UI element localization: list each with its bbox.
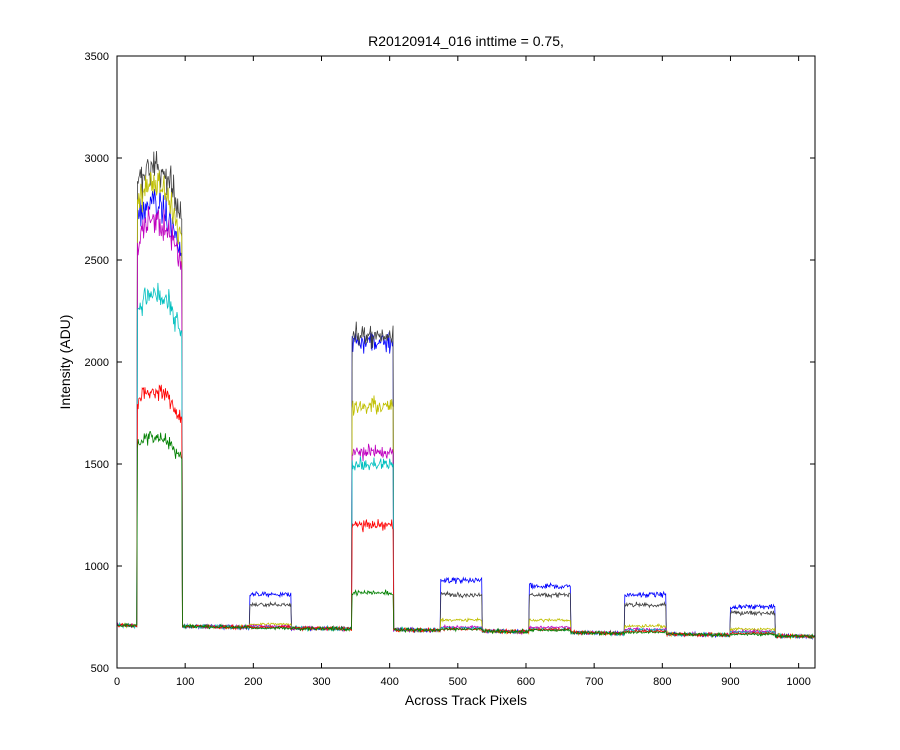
chart-title: R20120914_016 inttime = 0.75, [368, 33, 564, 49]
x-tick-label: 600 [517, 676, 535, 688]
x-tick-label: 100 [176, 676, 194, 688]
x-tick-label: 300 [312, 676, 330, 688]
series-line-1 [117, 187, 815, 640]
x-tick-label: 700 [585, 676, 603, 688]
x-tick-label: 200 [244, 676, 262, 688]
x-tick-label: 800 [653, 676, 671, 688]
y-tick-label: 3500 [85, 51, 109, 63]
y-tick-label: 2500 [85, 255, 109, 267]
x-tick-label: 1000 [786, 676, 810, 688]
series-line-4 [117, 205, 815, 639]
y-axis-label: Intensity (ADU) [57, 315, 73, 410]
y-tick-label: 1000 [85, 561, 109, 573]
y-tick-label: 1500 [85, 459, 109, 471]
y-tick-label: 500 [91, 663, 109, 675]
series-line-2 [117, 151, 815, 640]
series-line-3 [117, 170, 815, 640]
series-line-5 [117, 282, 815, 639]
plot-frame [116, 55, 816, 669]
y-tick-label: 3000 [85, 153, 109, 165]
series-line-6 [117, 384, 815, 639]
x-tick-label: 400 [380, 676, 398, 688]
x-tick-label: 500 [449, 676, 467, 688]
y-tick-label: 2000 [85, 357, 109, 369]
x-axis-label: Across Track Pixels [405, 692, 527, 708]
series-line-7 [117, 430, 815, 640]
x-tick-label: 0 [114, 676, 120, 688]
x-tick-label: 900 [721, 676, 739, 688]
